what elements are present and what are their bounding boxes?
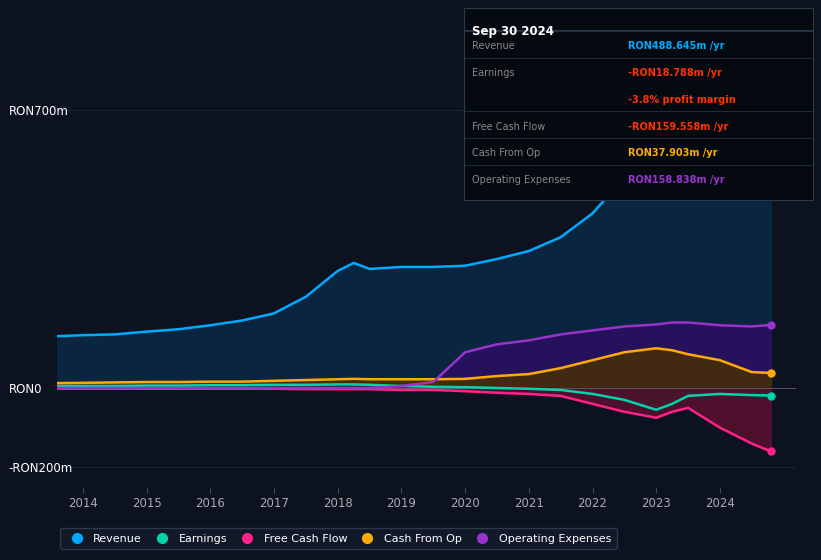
Legend: Revenue, Earnings, Free Cash Flow, Cash From Op, Operating Expenses: Revenue, Earnings, Free Cash Flow, Cash … [60,528,617,549]
Text: RON37.903m /yr: RON37.903m /yr [628,148,718,158]
Text: -3.8% profit margin: -3.8% profit margin [628,95,736,105]
Text: -RON18.788m /yr: -RON18.788m /yr [628,68,722,78]
Text: -RON159.558m /yr: -RON159.558m /yr [628,122,728,132]
Text: Free Cash Flow: Free Cash Flow [472,122,545,132]
Text: RON488.645m /yr: RON488.645m /yr [628,41,725,51]
Text: Earnings: Earnings [472,68,515,78]
Text: Cash From Op: Cash From Op [472,148,540,158]
Text: Operating Expenses: Operating Expenses [472,175,571,185]
Text: Revenue: Revenue [472,41,515,51]
Text: Sep 30 2024: Sep 30 2024 [472,25,554,38]
Text: RON158.838m /yr: RON158.838m /yr [628,175,725,185]
